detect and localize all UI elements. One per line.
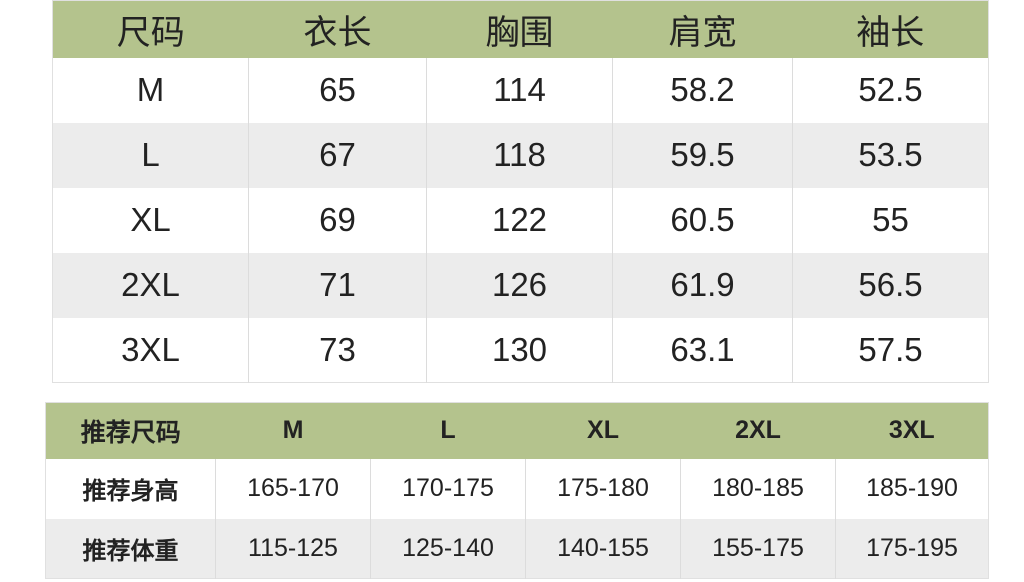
table-cell: 71 xyxy=(248,252,427,318)
header-cell: XL xyxy=(587,416,619,445)
header-cell: 3XL xyxy=(888,416,935,445)
recommend-table: 推荐尺码 M L XL 2XL 3XL 推荐身高 165-170 170-175 175-180 1… xyxy=(45,402,989,579)
table-cell: 114 xyxy=(426,57,613,123)
table-cell: 115-125 xyxy=(215,518,371,579)
table-cell: 180-185 xyxy=(680,458,836,519)
table-cell: 122 xyxy=(426,187,613,253)
header-cell: 2XL xyxy=(735,416,781,445)
table-cell: 155-175 xyxy=(680,518,836,579)
table-cell: XL xyxy=(130,201,171,238)
table-cell: 61.9 xyxy=(612,252,793,318)
table-cell: 推荐体重 xyxy=(82,536,179,565)
table-cell: 69 xyxy=(248,187,427,253)
header-cell: 胸围 xyxy=(485,13,554,52)
table-cell: 175-195 xyxy=(835,518,989,579)
header-cell: 衣长 xyxy=(303,13,372,52)
table-cell: 126 xyxy=(426,252,613,318)
header-cell: M xyxy=(282,416,304,445)
table-cell: 3XL xyxy=(121,330,180,368)
table-cell: 165-170 xyxy=(215,458,371,519)
table-cell: 58.2 xyxy=(612,57,793,123)
table-cell: 73 xyxy=(248,317,427,383)
table-cell: 推荐身高 xyxy=(82,477,179,505)
table-row: 推荐身高 165-170 170-175 175-180 180-185 185-190 xyxy=(46,458,989,519)
table-cell: 185-190 xyxy=(835,458,989,519)
header-cell: L xyxy=(440,416,456,445)
table-cell: 63.1 xyxy=(612,317,793,383)
table-cell: 67 xyxy=(248,122,427,188)
table-cell: 118 xyxy=(426,122,613,188)
table-row: 推荐体重 115-125 125-140 140-155 155-175 175-195 xyxy=(45,518,989,579)
table-row: L 67 118 59.5 53.5 xyxy=(52,122,989,188)
table-row: XL 69 122 60.5 55 xyxy=(53,187,989,253)
size-table: 尺码 衣长 胸围 肩宽 袖长 M 65 114 58.2 52.5 L 67 118 59.5 53.5 XL… xyxy=(52,0,989,383)
table-cell: M xyxy=(136,71,165,108)
header-cell: 推荐尺码 xyxy=(80,418,181,447)
table-cell: 65 xyxy=(248,57,427,123)
table-cell: 170-175 xyxy=(370,458,526,519)
table-cell: 52.5 xyxy=(792,57,989,123)
table-cell: 57.5 xyxy=(792,317,989,383)
table-cell: 175-180 xyxy=(525,458,681,519)
table-cell: 140-155 xyxy=(525,518,681,579)
table-cell: 130 xyxy=(426,317,613,383)
table-row: M 65 114 58.2 52.5 xyxy=(53,57,989,123)
header-cell: 尺码 xyxy=(116,13,185,52)
table-cell: 53.5 xyxy=(792,122,989,188)
table-cell: 56.5 xyxy=(792,252,989,318)
table-cell: L xyxy=(141,136,160,173)
header-cell: 袖长 xyxy=(856,13,925,52)
header-row: 推荐尺码 M L XL 2XL 3XL xyxy=(45,402,989,459)
table-cell: 59.5 xyxy=(612,122,793,188)
table-cell: 125-140 xyxy=(370,518,526,579)
table-cell: 2XL xyxy=(121,266,180,303)
table-cell: 55 xyxy=(792,187,989,253)
header-cell: 肩宽 xyxy=(668,13,737,52)
table-row: 3XL 73 130 63.1 57.5 xyxy=(53,317,989,383)
table-cell: 60.5 xyxy=(612,187,793,253)
header-row: 尺码 衣长 胸围 肩宽 袖长 xyxy=(52,0,989,58)
table-row: 2XL 71 126 61.9 56.5 xyxy=(52,252,989,318)
